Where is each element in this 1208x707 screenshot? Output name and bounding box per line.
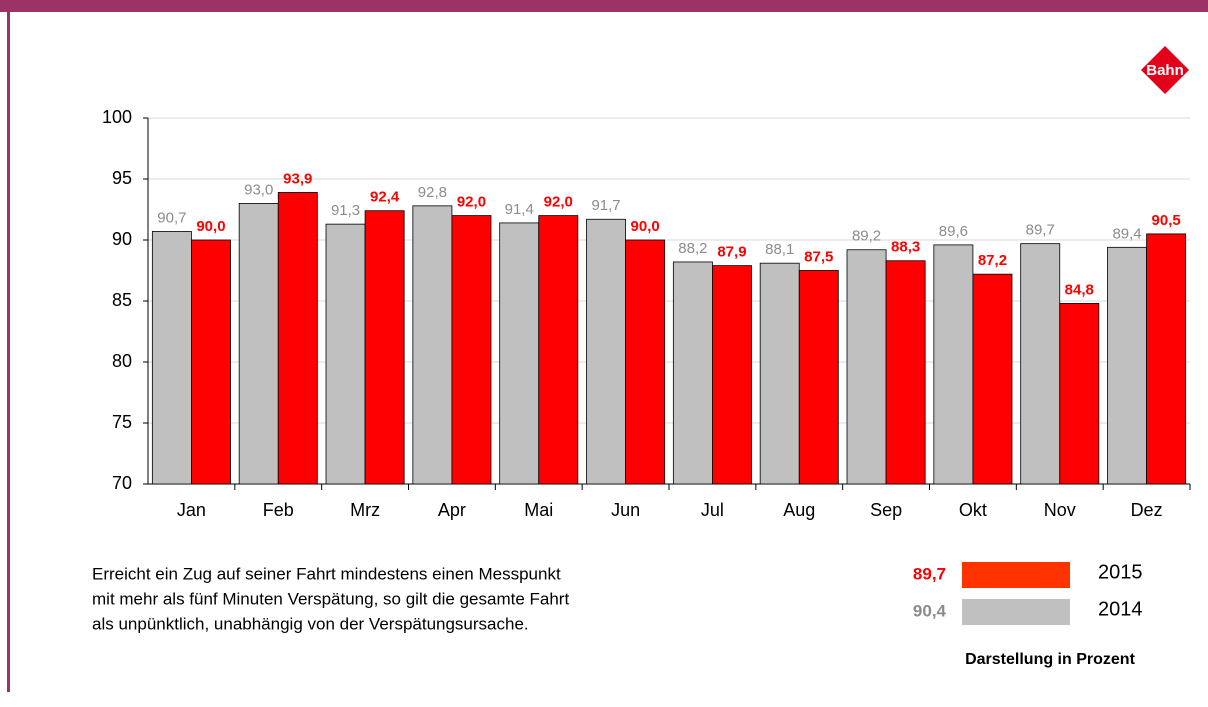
bar	[625, 239, 666, 485]
value-label: 91,3	[331, 202, 360, 219]
bar	[499, 222, 540, 485]
x-tick-label: Apr	[438, 500, 466, 520]
bar	[1107, 246, 1147, 485]
logo-diamond	[1141, 46, 1189, 94]
bar	[972, 273, 1013, 485]
bar	[586, 218, 626, 485]
value-label: 90,7	[157, 209, 186, 226]
y-tick-label: 80	[112, 351, 132, 371]
bar	[538, 215, 579, 485]
bar	[151, 231, 192, 485]
bar	[364, 210, 405, 485]
bar	[277, 192, 318, 485]
x-tick-label: Jan	[177, 500, 206, 520]
bar	[712, 265, 752, 485]
value-label: 87,9	[717, 244, 746, 261]
bar	[846, 249, 887, 485]
x-tick-label: Aug	[783, 500, 815, 520]
bar	[759, 262, 800, 485]
value-label: 88,1	[765, 241, 794, 258]
legend-average: 89,7	[913, 564, 946, 583]
y-tick-label: 75	[112, 412, 132, 432]
value-label: 89,6	[939, 223, 968, 240]
x-tick-label: Okt	[959, 500, 987, 520]
x-tick-label: Sep	[870, 500, 902, 520]
y-tick-label: 95	[112, 168, 132, 188]
bar	[672, 261, 713, 485]
unit-note: Darstellung in Prozent	[965, 651, 1135, 668]
value-label: 91,4	[505, 201, 534, 218]
x-tick-label: Jul	[701, 500, 724, 520]
y-tick-label: 100	[102, 107, 132, 127]
value-label: 92,4	[370, 189, 400, 206]
bar	[325, 223, 366, 485]
x-tick-label: Dez	[1131, 500, 1163, 520]
legend-average: 90,4	[913, 601, 947, 620]
bar	[798, 270, 839, 485]
legend-label: 2014	[1098, 598, 1143, 620]
bar	[1020, 243, 1061, 485]
value-label: 87,2	[978, 252, 1007, 269]
y-tick-label: 70	[112, 473, 132, 493]
value-label: 89,7	[1026, 222, 1055, 239]
value-label: 84,8	[1065, 281, 1094, 298]
bar	[412, 205, 453, 485]
value-label: 90,0	[196, 218, 225, 235]
value-label: 90,0	[631, 218, 660, 235]
value-label: 92,8	[418, 184, 447, 201]
value-label: 89,2	[852, 228, 881, 245]
value-label: 88,2	[678, 240, 707, 257]
value-label: 91,7	[591, 197, 620, 214]
y-tick-label: 90	[112, 229, 132, 249]
legend-label: 2015	[1098, 561, 1143, 583]
note: als unpünktlich, unabhängig von der Vers…	[92, 614, 529, 633]
bar	[191, 239, 231, 485]
value-label: 90,5	[1152, 212, 1181, 229]
value-label: 92,0	[544, 194, 573, 211]
value-label: 93,9	[283, 170, 312, 187]
x-tick-label: Jun	[611, 500, 640, 520]
bar	[1146, 233, 1187, 485]
legend-swatch	[962, 599, 1070, 625]
note: mit mehr als fünf Minuten Verspätung, so…	[92, 589, 569, 608]
note: Erreicht ein Zug auf seiner Fahrt mindes…	[92, 564, 561, 583]
bar	[451, 215, 492, 485]
value-label: 92,0	[457, 194, 486, 211]
value-label: 89,4	[1112, 225, 1141, 242]
top-bar	[0, 0, 1208, 12]
value-label: 88,3	[891, 239, 920, 256]
bar	[933, 244, 974, 485]
x-tick-label: Mai	[524, 500, 553, 520]
value-label: 87,5	[804, 248, 833, 265]
x-tick-label: Nov	[1044, 500, 1076, 520]
y-tick-label: 85	[112, 290, 132, 310]
legend-swatch	[962, 562, 1070, 588]
bar	[885, 260, 926, 485]
x-tick-label: Mrz	[350, 500, 380, 520]
value-label: 93,0	[244, 181, 273, 198]
x-tick-label: Feb	[263, 500, 294, 520]
left-border	[7, 0, 10, 692]
bar	[238, 202, 279, 485]
logo: Bahn	[1146, 62, 1184, 79]
bar	[1059, 303, 1100, 485]
